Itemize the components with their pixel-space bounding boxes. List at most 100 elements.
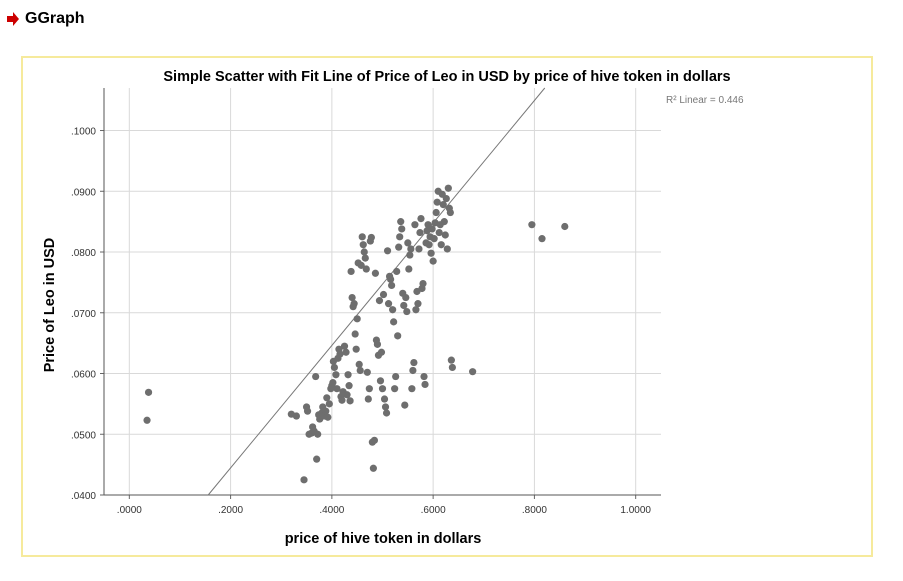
data-point	[417, 215, 425, 223]
data-point	[408, 385, 416, 393]
data-point	[397, 218, 405, 226]
data-point	[392, 372, 400, 381]
data-point	[351, 330, 359, 338]
data-point	[395, 243, 403, 251]
data-point	[356, 366, 364, 375]
data-point	[444, 184, 452, 192]
data-point	[561, 222, 569, 231]
x-tick-label: 1.0000	[620, 505, 651, 516]
data-point	[390, 318, 398, 326]
x-tick-label: .0000	[117, 505, 142, 516]
data-point	[384, 300, 393, 308]
data-point	[360, 248, 368, 256]
data-point	[348, 293, 356, 302]
data-point	[414, 300, 422, 308]
data-point	[439, 201, 447, 209]
data-point	[538, 235, 546, 243]
chart-frame[interactable]: .0000 .2000 .4000 .6000 .8000 1.0000 .0400 .050…	[21, 56, 873, 557]
y-axis-label: Price of Leo in USD	[42, 238, 58, 373]
data-point	[407, 245, 415, 253]
data-point	[398, 225, 406, 233]
data-point	[387, 275, 395, 283]
data-point	[415, 245, 423, 253]
data-point	[367, 233, 375, 242]
data-point	[358, 233, 366, 241]
data-point	[357, 261, 365, 269]
data-point	[435, 228, 443, 237]
data-point	[350, 300, 358, 308]
data-point	[378, 385, 387, 393]
output-title[interactable]: GGraph	[25, 10, 85, 27]
data-point	[428, 225, 436, 233]
data-point	[364, 395, 372, 403]
y-tick-label: .0500	[71, 430, 96, 441]
data-point	[363, 368, 371, 376]
data-point	[359, 241, 367, 249]
data-point	[361, 254, 369, 262]
data-point	[416, 228, 424, 237]
data-point	[440, 218, 448, 226]
data-point	[429, 257, 437, 265]
data-point	[314, 430, 322, 438]
data-point	[447, 356, 455, 364]
scatter-chart: .0000 .2000 .4000 .6000 .8000 1.0000 .0400 .050…	[42, 69, 744, 547]
data-point	[330, 363, 338, 372]
data-point	[333, 385, 341, 393]
data-point	[347, 267, 355, 276]
data-point	[388, 281, 396, 290]
data-point	[303, 407, 312, 415]
data-point	[433, 198, 441, 206]
data-point	[402, 293, 410, 302]
data-point	[406, 251, 414, 259]
data-point	[404, 239, 412, 247]
data-point	[324, 413, 332, 421]
data-point	[425, 241, 433, 249]
x-tick-label: .2000	[218, 505, 243, 516]
data-point	[376, 377, 385, 385]
data-point	[325, 400, 333, 408]
data-point	[300, 476, 308, 484]
data-point	[401, 401, 409, 409]
x-tick-label: .8000	[522, 505, 547, 516]
data-point	[340, 342, 349, 350]
data-point	[313, 455, 321, 463]
data-point	[441, 231, 449, 239]
fit-line	[207, 87, 546, 496]
data-point	[419, 280, 427, 288]
data-point	[469, 368, 477, 376]
data-point	[373, 340, 382, 348]
y-tick-label: .0800	[71, 248, 96, 259]
data-point	[427, 249, 435, 257]
red-arrow-right-icon[interactable]	[7, 12, 19, 26]
data-points	[143, 184, 569, 484]
data-point	[432, 208, 440, 217]
data-point	[410, 358, 418, 367]
data-point	[442, 194, 450, 203]
data-point	[342, 348, 350, 356]
data-point	[528, 221, 536, 229]
data-point	[345, 382, 353, 390]
data-point	[344, 371, 352, 379]
data-point	[352, 345, 360, 353]
x-axis-label: price of hive token in dollars	[285, 531, 482, 547]
data-point	[400, 301, 408, 310]
data-point	[411, 221, 419, 229]
data-point	[369, 464, 377, 472]
data-point	[405, 265, 413, 273]
output-header: GGraph	[7, 10, 85, 28]
data-point	[443, 245, 451, 253]
axes: .0000 .2000 .4000 .6000 .8000 1.0000 .0400 .050…	[71, 88, 661, 516]
data-point	[365, 385, 373, 393]
data-point	[144, 388, 153, 396]
fit-line-group	[207, 87, 546, 496]
data-point	[371, 269, 380, 277]
y-tick-label: .0900	[71, 187, 96, 198]
data-point	[329, 379, 337, 387]
data-point	[355, 360, 363, 368]
x-tick-label: .4000	[319, 505, 344, 516]
data-point	[383, 247, 392, 255]
data-point	[343, 391, 351, 399]
data-point	[430, 235, 438, 243]
data-point	[379, 290, 388, 299]
